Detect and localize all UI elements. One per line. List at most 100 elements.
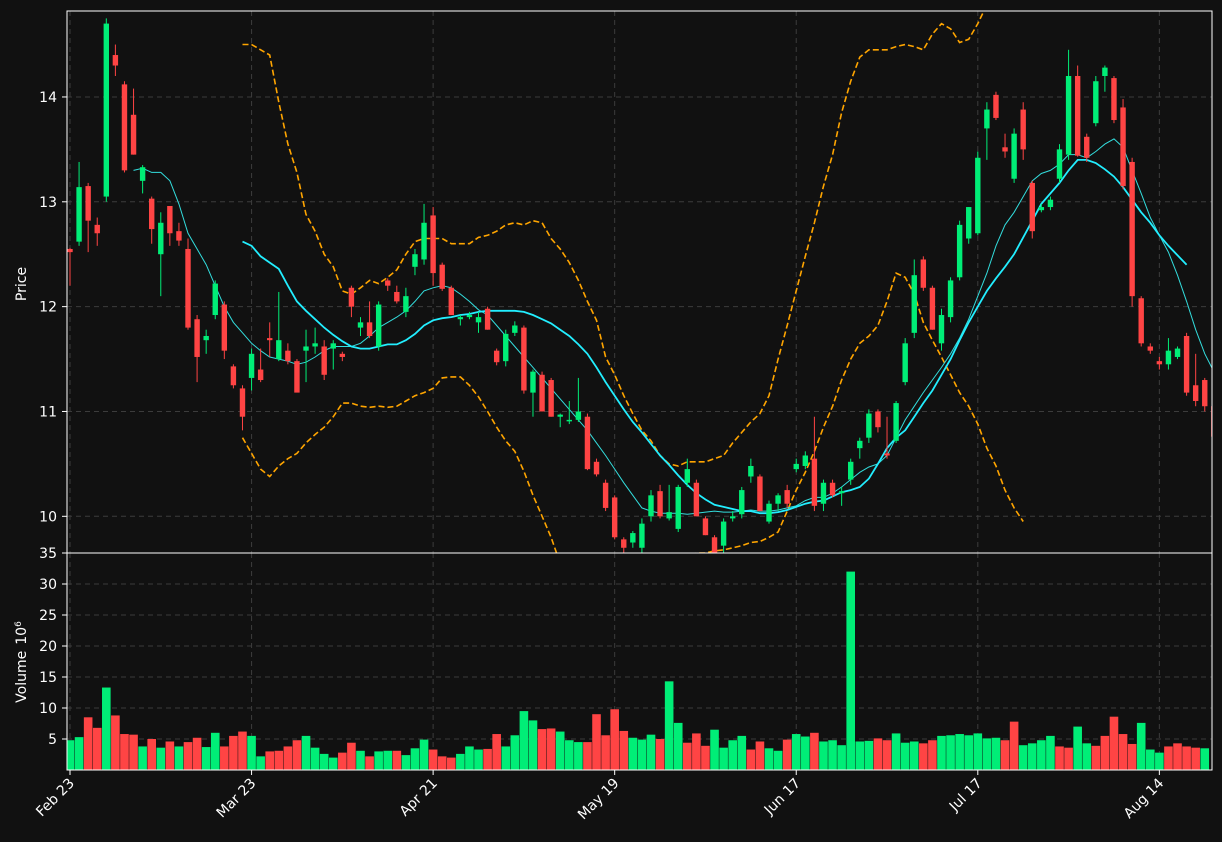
volume-bar — [174, 746, 184, 770]
price-ytick-label: 10 — [39, 509, 57, 525]
candle-body — [248, 353, 255, 378]
volume-bars — [67, 571, 1210, 770]
candle-body — [339, 353, 346, 357]
candle-body — [303, 346, 309, 351]
candle — [793, 458, 799, 473]
candle-body — [956, 224, 963, 278]
candle — [739, 486, 745, 519]
candle-body — [412, 254, 418, 267]
candle — [775, 493, 781, 512]
volume-bar — [692, 733, 701, 770]
volume-bar — [592, 714, 601, 770]
volume-bar — [909, 741, 919, 770]
candle — [566, 400, 572, 425]
candle — [457, 315, 464, 326]
volume-bar — [492, 734, 501, 770]
volume-bar — [1018, 745, 1028, 770]
volume-bar — [1027, 743, 1037, 770]
candle-body — [720, 521, 727, 546]
volume-bar — [338, 752, 347, 770]
price-ytick-label: 11 — [39, 404, 57, 420]
candle — [929, 285, 936, 330]
candle — [139, 165, 146, 194]
volume-bar — [129, 734, 138, 770]
volume-bar — [574, 742, 583, 770]
candle-body — [666, 512, 672, 519]
candle-body — [548, 380, 554, 417]
candle — [584, 413, 591, 471]
volume-bar — [292, 740, 302, 770]
volume-bar — [701, 745, 710, 770]
candle-body — [94, 224, 100, 234]
candle — [330, 340, 336, 370]
candle-body — [984, 109, 990, 129]
candle — [956, 220, 963, 281]
candle-body — [820, 482, 827, 504]
volume-bar — [102, 687, 111, 770]
candle — [375, 301, 382, 351]
volume-bar — [383, 750, 393, 770]
candle-body — [330, 343, 336, 349]
candle-body — [1093, 81, 1099, 124]
candle — [412, 248, 418, 276]
candle-body — [575, 411, 582, 420]
price-ytick-label: 14 — [39, 90, 57, 106]
candle-body — [267, 338, 273, 341]
candle — [811, 416, 818, 512]
volume-bar — [410, 748, 420, 770]
candle-body — [76, 187, 82, 242]
candle — [439, 262, 445, 291]
candle-body — [829, 482, 836, 496]
candle-body — [866, 413, 872, 438]
candle-body — [1020, 109, 1026, 150]
volume-bar — [855, 741, 865, 770]
candle — [1165, 338, 1172, 370]
volume-bar — [601, 735, 610, 770]
volume-axis-unit-base: 10 — [14, 627, 30, 645]
candle — [630, 530, 636, 548]
candle — [666, 484, 672, 521]
candle-body — [757, 476, 763, 512]
candle-body — [484, 308, 491, 330]
candle — [675, 484, 681, 533]
candle — [1038, 203, 1045, 213]
candle — [766, 500, 772, 524]
candle-body — [149, 198, 155, 230]
volume-bar — [501, 746, 511, 770]
volume-bar — [664, 681, 674, 770]
volume-bar — [719, 747, 728, 770]
candle-body — [729, 516, 736, 519]
candle — [911, 259, 917, 339]
candle-body — [739, 490, 745, 515]
candle-body — [257, 369, 264, 381]
candle-body — [403, 296, 409, 312]
candle-body — [566, 419, 572, 422]
candle — [857, 437, 863, 459]
volume-bar — [846, 571, 856, 770]
candle-body — [938, 315, 945, 344]
candle-body — [194, 319, 200, 357]
candle-body — [775, 495, 781, 504]
candle-body — [394, 291, 400, 302]
volume-bar — [283, 746, 293, 770]
candle — [303, 329, 309, 383]
candle — [1065, 49, 1072, 160]
volume-bar — [1200, 748, 1210, 770]
candle-body — [584, 416, 591, 470]
candle-body — [1165, 350, 1172, 365]
candle — [539, 371, 545, 412]
volume-bar — [74, 737, 84, 770]
volume-bar — [973, 733, 983, 770]
volume-bar — [537, 729, 547, 770]
volume-bar — [1155, 752, 1164, 770]
candle — [884, 416, 890, 459]
candle — [1056, 144, 1063, 183]
candle — [385, 278, 391, 291]
candle — [648, 490, 654, 522]
volume-bar — [683, 742, 692, 770]
volume-bar — [837, 745, 846, 770]
candle — [1111, 75, 1117, 124]
candle — [194, 315, 200, 383]
